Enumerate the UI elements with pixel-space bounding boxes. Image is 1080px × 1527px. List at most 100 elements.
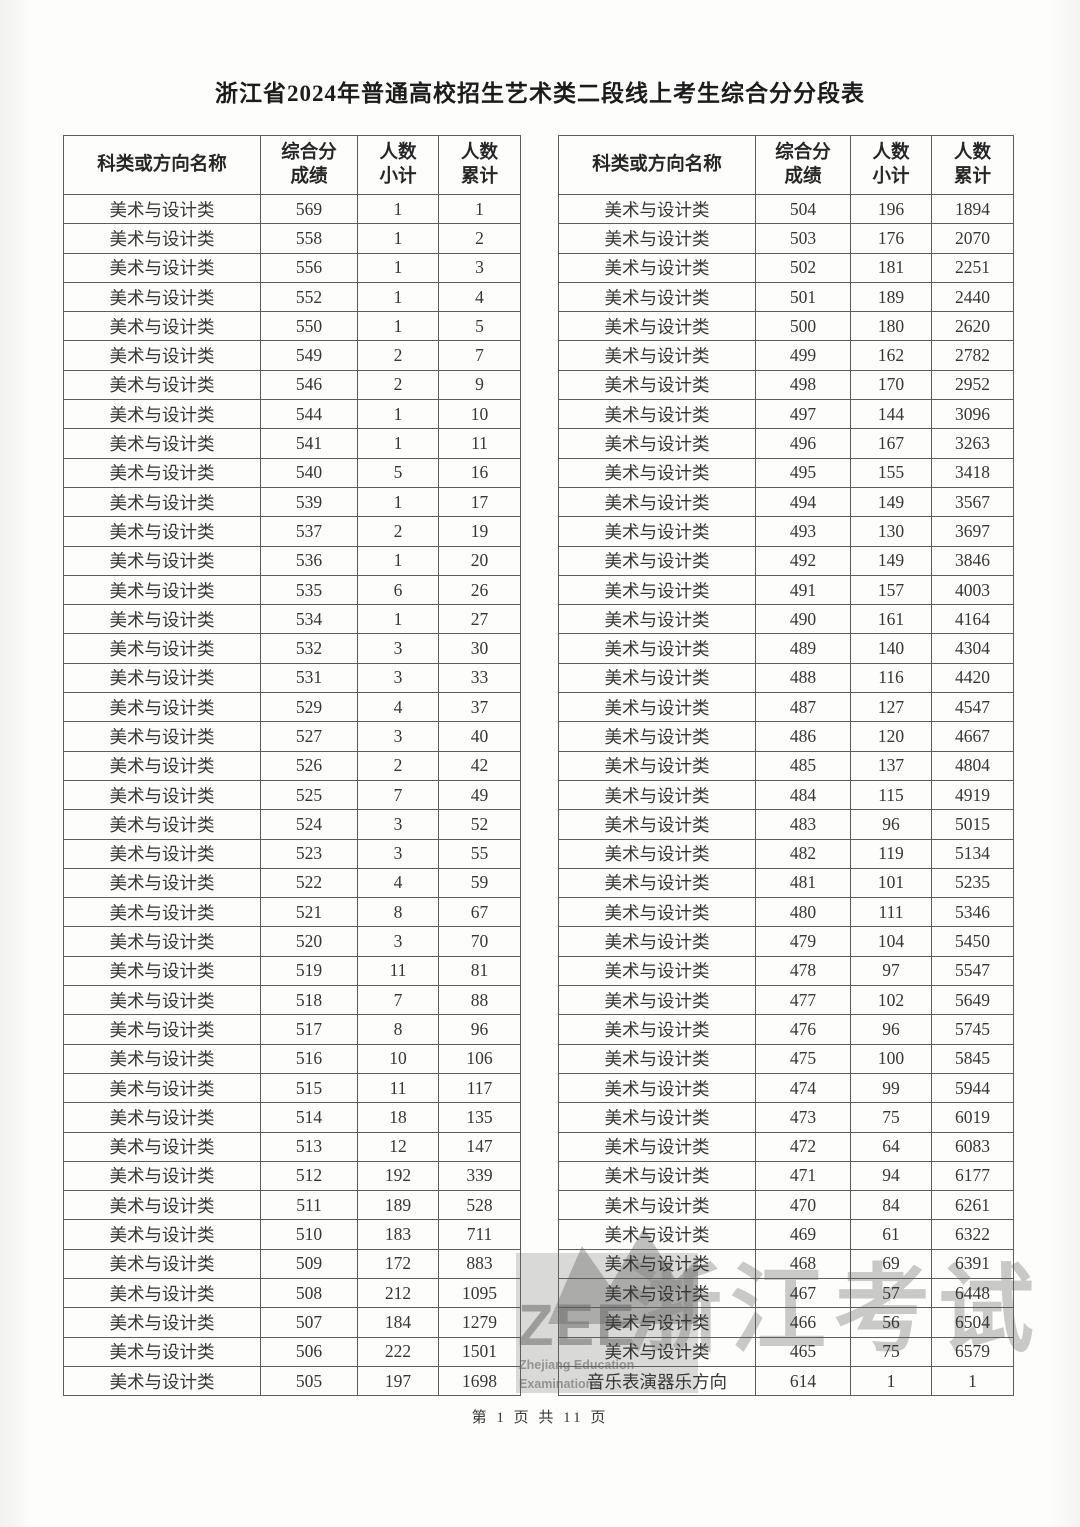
score-cell: 539 <box>260 486 358 518</box>
table-row: 美术与设计类 535 6 26 <box>63 574 521 606</box>
score-cell: 522 <box>260 867 358 899</box>
header-subtotal: 人数 小计 <box>850 135 932 195</box>
cumulative-cell: 1 <box>931 1365 1014 1397</box>
score-cell: 472 <box>755 1131 851 1162</box>
cumulative-cell: 2251 <box>931 252 1014 283</box>
category-cell: 美术与设计类 <box>63 486 261 518</box>
table-row: 美术与设计类 526 2 42 <box>63 750 521 781</box>
score-cell: 503 <box>755 223 851 254</box>
category-cell: 美术与设计类 <box>63 1072 261 1104</box>
table-row: 美术与设计类 506 222 1501 <box>63 1336 521 1367</box>
table-row: 美术与设计类 478 97 5547 <box>558 955 1014 987</box>
table-row: 美术与设计类 508 212 1095 <box>63 1277 521 1309</box>
cumulative-cell: 4547 <box>931 692 1014 723</box>
cumulative-cell: 7 <box>438 340 521 371</box>
subtotal-cell: 144 <box>850 399 932 430</box>
table-row: 美术与设计类 499 162 2782 <box>558 340 1014 371</box>
category-cell: 美术与设计类 <box>63 604 261 635</box>
table-row: 美术与设计类 520 3 70 <box>63 926 521 957</box>
cumulative-cell: 4667 <box>931 721 1014 752</box>
category-cell: 美术与设计类 <box>63 1014 261 1045</box>
subtotal-cell: 222 <box>357 1336 439 1367</box>
category-cell: 美术与设计类 <box>558 281 756 313</box>
score-cell: 497 <box>755 399 851 430</box>
subtotal-cell: 94 <box>850 1160 932 1192</box>
table-row: 美术与设计类 483 96 5015 <box>558 809 1014 840</box>
subtotal-cell: 1 <box>357 281 439 313</box>
subtotal-cell: 3 <box>357 838 439 869</box>
category-cell: 美术与设计类 <box>558 369 756 401</box>
table-row: 美术与设计类 532 3 30 <box>63 633 521 664</box>
score-cell: 467 <box>755 1277 851 1309</box>
category-cell: 美术与设计类 <box>63 193 261 225</box>
cumulative-cell: 67 <box>438 897 521 928</box>
cumulative-cell: 117 <box>438 1072 521 1104</box>
score-cell: 482 <box>755 838 851 869</box>
subtotal-cell: 7 <box>357 985 439 1016</box>
subtotal-cell: 11 <box>357 1072 439 1104</box>
score-cell: 514 <box>260 1102 358 1133</box>
score-cell: 476 <box>755 1014 851 1045</box>
cumulative-cell: 6083 <box>931 1131 1014 1162</box>
subtotal-cell: 69 <box>850 1248 932 1279</box>
subtotal-cell: 1 <box>357 399 439 430</box>
table-row: 美术与设计类 544 1 10 <box>63 399 521 430</box>
table-row: 美术与设计类 496 167 3263 <box>558 428 1014 459</box>
score-cell: 490 <box>755 604 851 635</box>
category-cell: 美术与设计类 <box>63 1131 261 1162</box>
score-cell: 524 <box>260 809 358 840</box>
cumulative-cell: 1894 <box>931 193 1014 225</box>
score-cell: 541 <box>260 428 358 459</box>
cumulative-cell: 52 <box>438 809 521 840</box>
score-cell: 513 <box>260 1131 358 1162</box>
table-row: 美术与设计类 510 183 711 <box>63 1219 521 1250</box>
table-row: 美术与设计类 475 100 5845 <box>558 1043 1014 1074</box>
score-cell: 468 <box>755 1248 851 1279</box>
table-row: 美术与设计类 531 3 33 <box>63 662 521 694</box>
category-cell: 美术与设计类 <box>558 779 756 811</box>
category-cell: 美术与设计类 <box>63 1307 261 1338</box>
category-cell: 美术与设计类 <box>558 574 756 606</box>
table-row: 美术与设计类 491 157 4003 <box>558 574 1014 606</box>
table-row: 美术与设计类 512 192 339 <box>63 1160 521 1192</box>
category-cell: 美术与设计类 <box>63 1160 261 1192</box>
table-row: 美术与设计类 540 5 16 <box>63 457 521 488</box>
category-cell: 美术与设计类 <box>63 1190 261 1221</box>
cumulative-cell: 2782 <box>931 340 1014 371</box>
subtotal-cell: 1 <box>357 545 439 576</box>
subtotal-cell: 96 <box>850 1014 932 1045</box>
table-row: 美术与设计类 534 1 27 <box>63 604 521 635</box>
category-cell: 美术与设计类 <box>63 428 261 459</box>
header-cumulative: 人数 累计 <box>931 135 1014 195</box>
subtotal-cell: 64 <box>850 1131 932 1162</box>
cumulative-cell: 4164 <box>931 604 1014 635</box>
score-cell: 509 <box>260 1248 358 1279</box>
score-cell: 520 <box>260 926 358 957</box>
score-cell: 507 <box>260 1307 358 1338</box>
table-row: 美术与设计类 488 116 4420 <box>558 662 1014 694</box>
cumulative-cell: 33 <box>438 662 521 694</box>
subtotal-cell: 196 <box>850 193 932 225</box>
subtotal-cell: 212 <box>357 1277 439 1309</box>
cumulative-cell: 883 <box>438 1248 521 1279</box>
table-row: 美术与设计类 472 64 6083 <box>558 1131 1014 1162</box>
subtotal-cell: 7 <box>357 779 439 811</box>
category-cell: 美术与设计类 <box>63 1043 261 1074</box>
cumulative-cell: 30 <box>438 633 521 664</box>
score-cell: 499 <box>755 340 851 371</box>
table-body-right: 美术与设计类 504 196 1894 美术与设计类 503 176 2070 美术与设计类 50… <box>558 193 1014 1397</box>
score-table-right: 科类或方向名称 综合分 成绩 人数 小计 人数 累计 美术与设计类 504 196 1… <box>558 135 1014 1397</box>
cumulative-cell: 3846 <box>931 545 1014 576</box>
header-score-line2: 成绩 <box>290 167 328 187</box>
subtotal-cell: 3 <box>357 662 439 694</box>
score-cell: 500 <box>755 311 851 342</box>
table-row: 美术与设计类 552 1 4 <box>63 281 521 313</box>
subtotal-cell: 97 <box>850 955 932 987</box>
cumulative-cell: 1698 <box>438 1365 521 1397</box>
table-row: 美术与设计类 558 1 2 <box>63 223 521 254</box>
cumulative-cell: 5235 <box>931 867 1014 899</box>
cumulative-cell: 16 <box>438 457 521 488</box>
subtotal-cell: 149 <box>850 545 932 576</box>
cumulative-cell: 1279 <box>438 1307 521 1338</box>
cumulative-cell: 5944 <box>931 1072 1014 1104</box>
